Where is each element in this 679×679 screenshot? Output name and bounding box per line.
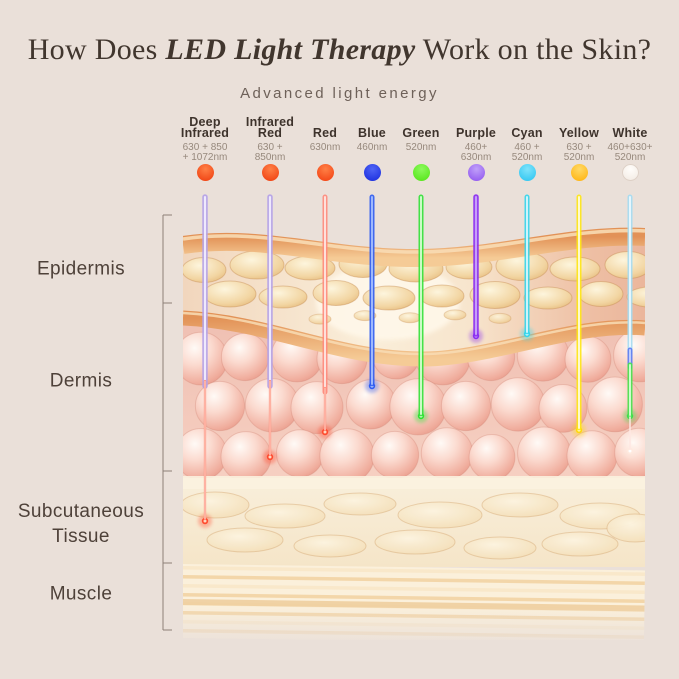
light-column: Blue 460nm (337, 113, 407, 181)
light-name: Green (402, 126, 440, 140)
page-title: How Does LED Light Therapy Work on the S… (0, 33, 679, 67)
light-name: Yellow (558, 126, 600, 140)
light-column: Green 520nm (386, 113, 456, 181)
subcutaneous-fat-cells (183, 491, 645, 560)
illustration-bottom-fade (183, 606, 645, 640)
light-name: Cyan (511, 126, 543, 140)
light-name: Deep Infrared (180, 115, 230, 140)
light-color-dot (467, 164, 485, 181)
light-column: Purple 460+ 630nm (441, 113, 511, 181)
light-name: Infrared Red (245, 115, 295, 140)
light-wavelength: 460nm (356, 142, 388, 153)
light-wavelength: 630 + 850nm (254, 142, 286, 163)
light-color-dot (196, 164, 214, 181)
light-wavelength: 460+ 630nm (460, 142, 492, 163)
light-column: Cyan 460 + 520nm (492, 113, 562, 181)
layer-label-epidermis: Epidermis (36, 258, 126, 280)
light-wavelength: 630 + 520nm (563, 142, 595, 163)
light-name: White (612, 126, 648, 140)
light-color-dot (261, 164, 279, 181)
light-name: Blue (358, 126, 386, 140)
title-suffix: Work on the Skin? (415, 33, 652, 66)
light-name: Purple (455, 126, 497, 140)
subtitle: Advanced light energy (240, 85, 439, 102)
light-color-dot (363, 164, 381, 181)
light-color-dot (316, 164, 334, 181)
light-column: Yellow 630 + 520nm (544, 113, 614, 181)
light-wavelength: 630 + 850 + 1072nm (182, 142, 228, 163)
light-wavelength: 460+630+ 520nm (607, 142, 653, 163)
skin-cross-section-illustration (183, 227, 645, 640)
light-column: Infrared Red 630 + 850nm (235, 113, 305, 181)
title-prefix: How Does (27, 33, 166, 66)
light-wavelength: 630nm (309, 142, 341, 153)
light-color-dot (412, 164, 430, 181)
light-color-dot (518, 164, 536, 181)
light-column: Deep Infrared 630 + 850 + 1072nm (170, 113, 240, 181)
light-column: Red 630nm (290, 113, 360, 181)
layer-label-subcutaneous: Subcutaneous Tissue (17, 501, 145, 547)
layer-label-muscle: Muscle (49, 583, 113, 605)
title-emphasis: LED Light Therapy (165, 33, 416, 66)
light-wavelength: 460 + 520nm (511, 142, 543, 163)
light-color-dot (621, 164, 639, 181)
subcutaneous-top-band (183, 476, 645, 489)
layer-label-dermis: Dermis (49, 370, 113, 392)
light-column: White 460+630+ 520nm (595, 113, 665, 181)
light-wavelength: 520nm (405, 142, 437, 153)
light-name: Red (312, 126, 338, 140)
light-color-dot (570, 164, 588, 181)
